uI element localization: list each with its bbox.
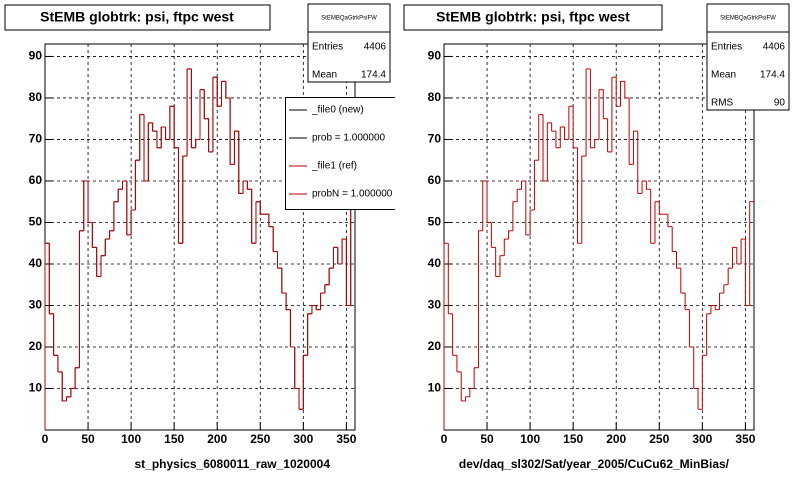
title-box (4, 4, 271, 31)
stats-title: StEMBQaGtrkPsiFW (720, 16, 776, 22)
x-tick-label: 0 (42, 432, 49, 446)
y-tick-label: 60 (428, 173, 442, 187)
chart-title: StEMB globtrk: psi, ftpc west (40, 9, 234, 25)
y-tick-label: 30 (29, 298, 43, 312)
x-axis-label: st_physics_6080011_raw_1020004 (134, 457, 330, 471)
x-tick-label: 150 (563, 432, 583, 446)
legend-box (285, 97, 395, 210)
x-tick-label: 0 (441, 432, 448, 446)
stats-label: Mean (312, 70, 337, 81)
y-tick-label: 10 (428, 381, 442, 395)
y-tick-label: 70 (428, 132, 442, 146)
y-tick-label: 10 (29, 381, 43, 395)
x-tick-label: 250 (649, 432, 669, 446)
x-tick-label: 350 (735, 432, 755, 446)
x-tick-label: 200 (207, 432, 227, 446)
y-tick-label: 40 (428, 256, 442, 270)
legend-label: _file1 (ref) (311, 161, 357, 172)
stats-box (307, 3, 391, 83)
y-tick-label: 30 (428, 298, 442, 312)
y-tick-label: 60 (29, 173, 43, 187)
x-tick-label: 250 (250, 432, 270, 446)
x-tick-label: 300 (293, 432, 313, 446)
stats-label: RMS (711, 98, 734, 109)
y-tick-label: 90 (29, 49, 43, 63)
stats-box (706, 3, 790, 111)
y-tick-label: 80 (428, 90, 442, 104)
stats-label: Entries (711, 42, 742, 53)
legend-label: _file0 (new) (311, 105, 364, 116)
stats-value: 4406 (364, 42, 387, 53)
stats-value: 174.4 (760, 70, 785, 81)
stats-label: Entries (312, 42, 343, 53)
chart-title: StEMB globtrk: psi, ftpc west (436, 9, 630, 25)
y-tick-label: 70 (29, 132, 43, 146)
y-tick-label: 40 (29, 256, 43, 270)
y-tick-label: 50 (428, 215, 442, 229)
stats-value: 174.4 (361, 70, 386, 81)
y-tick-label: 80 (29, 90, 43, 104)
y-tick-label: 90 (428, 49, 442, 63)
y-tick-label: 20 (428, 339, 442, 353)
x-tick-label: 150 (164, 432, 184, 446)
legend-label: probN = 1.000000 (312, 189, 393, 200)
legend-label: prob = 1.000000 (312, 133, 386, 144)
x-tick-label: 50 (81, 432, 95, 446)
y-tick-label: 20 (29, 339, 43, 353)
x-tick-label: 300 (692, 432, 712, 446)
stats-value: 4406 (763, 42, 786, 53)
x-tick-label: 100 (121, 432, 141, 446)
x-tick-label: 200 (606, 432, 626, 446)
stats-title: StEMBQaGtrkPsiFW (321, 16, 377, 22)
title-box (403, 4, 663, 31)
stats-label: Mean (711, 70, 736, 81)
x-tick-label: 350 (336, 432, 356, 446)
x-axis-label: dev/daq_sl302/Sat/year_2005/CuCu62_MinBi… (459, 457, 730, 471)
histogram-panel: 10 20 30 40 50 60 70 80 90 0 50 100 150 200 250 300 350 d… (403, 3, 790, 471)
histogram-panel: 10 20 30 40 50 60 70 80 90 0 50 100 150 200 250 300 350 s… (4, 3, 395, 471)
legend: _file0 (new) prob = 1.000000 _file1 (ref) p… (285, 97, 395, 210)
stats-value: 90 (774, 98, 786, 109)
y-tick-label: 50 (29, 215, 43, 229)
x-tick-label: 50 (480, 432, 494, 446)
x-tick-label: 100 (520, 432, 540, 446)
